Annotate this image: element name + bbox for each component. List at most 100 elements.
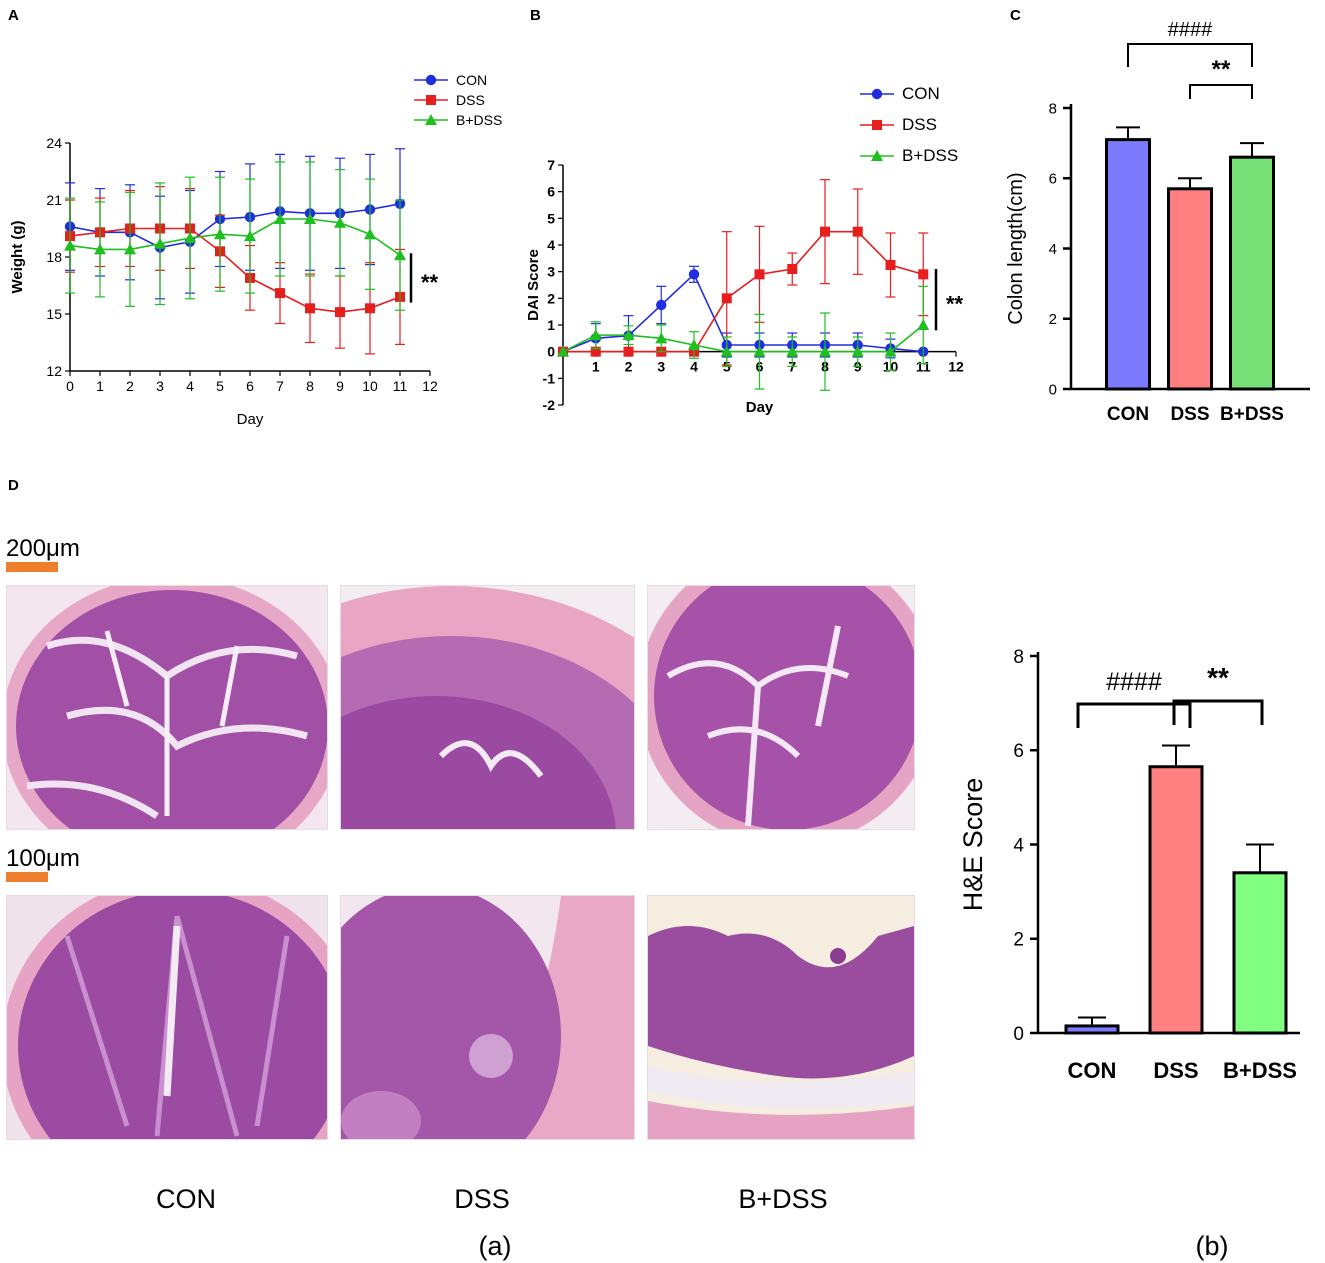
chart-b-point-bdss bbox=[819, 345, 831, 357]
chart-c-bar-dss bbox=[1167, 187, 1213, 391]
chart-b-point-dss bbox=[590, 346, 601, 357]
chart-a-y-tick-label: 15 bbox=[46, 306, 62, 322]
chart-b-y-tick-label: -1 bbox=[543, 370, 556, 386]
chart-b-legend-marker-con bbox=[871, 88, 883, 100]
chart-b-point-dss bbox=[721, 293, 732, 304]
chart-c-colon-length: 0 2 4 6 8 Colon length(cm) CON DSS B+DSS #### ** bbox=[1005, 19, 1310, 425]
chart-c-y-tick-label: 0 bbox=[1049, 381, 1057, 398]
chart-b-x-tick-label: 3 bbox=[657, 359, 665, 375]
chart-b-y-tick-label: 1 bbox=[547, 317, 555, 333]
chart-a-legend-marker-dss bbox=[426, 95, 436, 105]
chart-a-legend-marker-con bbox=[425, 74, 437, 86]
chart-b-y-tick-label: 6 bbox=[547, 184, 555, 200]
histology-image-bdss-200 bbox=[647, 585, 915, 830]
chart-a-legend-marker-bdss bbox=[425, 114, 437, 125]
histology-image-dss-100 bbox=[340, 895, 635, 1140]
chart-a-y-axis-title: Weight (g) bbox=[9, 220, 26, 293]
chart-b-line-con bbox=[562, 272, 924, 353]
chart-c-significance-label: ** bbox=[1212, 56, 1231, 83]
chart-a-point-bdss bbox=[364, 228, 376, 240]
chart-a-x-tick-label: 10 bbox=[362, 378, 378, 394]
chart-b-y-tick-label: 7 bbox=[547, 157, 555, 173]
chart-b-y-tick-label: 3 bbox=[547, 264, 555, 280]
chart-db-category-label-con: CON bbox=[1068, 1058, 1117, 1083]
chart-db-significance-bracket bbox=[1172, 699, 1264, 725]
caption-b: (b) bbox=[1196, 1231, 1229, 1261]
chart-a-point-dss bbox=[365, 303, 375, 314]
scale-bar-label-100: 100μm bbox=[6, 845, 80, 872]
scale-bar-label-200: 200μm bbox=[6, 535, 80, 562]
chart-c-category-label-con: CON bbox=[1107, 404, 1149, 425]
histology-image-dss-200 bbox=[340, 585, 635, 830]
chart-d-he-score: 0 2 4 6 8 H&E Score CON DSS B+DSS #### ** bbox=[958, 647, 1300, 1083]
chart-c-category-label-bdss: B+DSS bbox=[1220, 404, 1284, 425]
chart-db-significance-label: ** bbox=[1207, 662, 1229, 693]
chart-b-x-tick-label: 1 bbox=[592, 359, 600, 375]
chart-b-significance-label: ** bbox=[946, 292, 964, 317]
chart-a-line-con bbox=[69, 203, 401, 249]
chart-b-x-tick-label: 11 bbox=[916, 359, 931, 375]
chart-c-bar-con bbox=[1105, 138, 1151, 391]
chart-b-point-bdss bbox=[917, 319, 930, 330]
chart-c-y-tick-label: 8 bbox=[1049, 100, 1057, 117]
chart-a-y-tick-label: 24 bbox=[46, 135, 62, 151]
chart-c-y-tick-label: 6 bbox=[1049, 171, 1057, 188]
chart-a-point-dss bbox=[305, 303, 315, 314]
chart-b-legend-marker-dss bbox=[872, 120, 882, 130]
chart-a-point-bdss bbox=[334, 216, 346, 228]
chart-c-y-axis-title: Colon length(cm) bbox=[1005, 172, 1027, 324]
chart-b-dai-score: -2-101234567123456789101112DayDAI Score*… bbox=[525, 84, 964, 416]
chart-b-point-bdss bbox=[720, 345, 733, 357]
chart-db-bar-dss bbox=[1148, 765, 1204, 1035]
chart-b-line-dss bbox=[563, 230, 924, 353]
chart-db-y-tick-label: 4 bbox=[1013, 835, 1024, 856]
chart-db-category-label-dss: DSS bbox=[1153, 1058, 1198, 1083]
chart-b-series-con bbox=[557, 265, 929, 359]
scale-bar-200 bbox=[6, 562, 58, 572]
chart-a-point-bdss bbox=[244, 230, 256, 242]
chart-a-y-tick-label: 21 bbox=[46, 192, 62, 208]
chart-a-legend-label-con: CON bbox=[456, 72, 487, 88]
chart-a-x-tick-label: 5 bbox=[216, 378, 224, 394]
chart-b-point-con bbox=[656, 299, 667, 311]
chart-b-y-axis-title: DAI Score bbox=[525, 249, 542, 321]
chart-a-significance-label: ** bbox=[421, 270, 439, 295]
chart-a-point-bdss bbox=[94, 243, 106, 255]
chart-a-point-bdss bbox=[214, 228, 226, 240]
chart-a-point-bdss bbox=[154, 237, 166, 249]
panel-label-d: D bbox=[8, 477, 19, 494]
chart-a-x-tick-label: 11 bbox=[393, 378, 408, 394]
panel-label-b: B bbox=[530, 7, 541, 24]
chart-b-x-axis-title: Day bbox=[746, 399, 774, 416]
chart-a-legend-label-dss: DSS bbox=[456, 92, 485, 108]
chart-b-point-bdss bbox=[589, 329, 602, 341]
chart-a-line-dss bbox=[69, 227, 401, 313]
scale-bar-100 bbox=[6, 872, 48, 882]
chart-b-legend-label-con: CON bbox=[902, 84, 940, 103]
chart-db-bar-bdss bbox=[1232, 871, 1288, 1035]
chart-a-x-axis-title: Day bbox=[237, 411, 264, 428]
chart-a-y-tick-label: 18 bbox=[46, 249, 62, 265]
chart-a-x-tick-label: 6 bbox=[246, 378, 254, 394]
caption-a: (a) bbox=[479, 1231, 512, 1261]
chart-b-point-dss bbox=[918, 269, 929, 280]
chart-c-significance-bracket bbox=[1127, 43, 1253, 67]
chart-a-point-bdss bbox=[184, 232, 196, 243]
chart-b-point-dss bbox=[787, 264, 798, 274]
chart-b-point-bdss bbox=[851, 345, 864, 357]
chart-a-series-con bbox=[64, 148, 406, 300]
chart-a-x-tick-label: 4 bbox=[186, 378, 194, 394]
chart-a-point-bdss bbox=[394, 249, 406, 261]
chart-b-point-bdss bbox=[786, 345, 799, 357]
chart-b-point-con bbox=[688, 269, 700, 280]
chart-b-point-bdss bbox=[557, 345, 569, 357]
chart-c-bar-bdss bbox=[1229, 155, 1275, 391]
chart-db-y-tick-label: 2 bbox=[1013, 930, 1024, 951]
chart-b-point-bdss bbox=[688, 339, 700, 350]
chart-b-point-dss bbox=[754, 269, 765, 280]
chart-c-category-label-dss: DSS bbox=[1170, 404, 1209, 425]
chart-a-y-tick-label: 12 bbox=[46, 363, 62, 379]
chart-b-point-dss bbox=[852, 226, 863, 237]
histology-label-dss: DSS bbox=[454, 1184, 510, 1214]
chart-a-x-tick-label: 2 bbox=[126, 378, 134, 394]
